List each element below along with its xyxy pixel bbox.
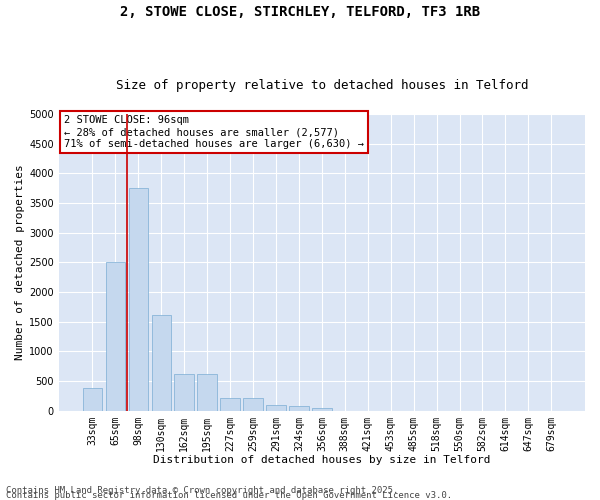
Title: Size of property relative to detached houses in Telford: Size of property relative to detached ho… [116,79,528,92]
Bar [152,314,171,410]
Bar [197,374,217,410]
Bar [244,398,263,410]
Bar [289,406,308,410]
X-axis label: Distribution of detached houses by size in Telford: Distribution of detached houses by size … [153,455,491,465]
Bar [83,388,102,410]
Bar [220,398,240,410]
Text: 2 STOWE CLOSE: 96sqm
← 28% of detached houses are smaller (2,577)
71% of semi-de: 2 STOWE CLOSE: 96sqm ← 28% of detached h… [64,116,364,148]
Bar [175,374,194,410]
Bar [312,408,332,410]
Bar [266,405,286,410]
Text: 2, STOWE CLOSE, STIRCHLEY, TELFORD, TF3 1RB: 2, STOWE CLOSE, STIRCHLEY, TELFORD, TF3 … [120,5,480,19]
Bar [106,262,125,410]
Bar [128,188,148,410]
Text: Contains public sector information licensed under the Open Government Licence v3: Contains public sector information licen… [6,490,452,500]
Y-axis label: Number of detached properties: Number of detached properties [15,164,25,360]
Text: Contains HM Land Registry data © Crown copyright and database right 2025.: Contains HM Land Registry data © Crown c… [6,486,398,495]
